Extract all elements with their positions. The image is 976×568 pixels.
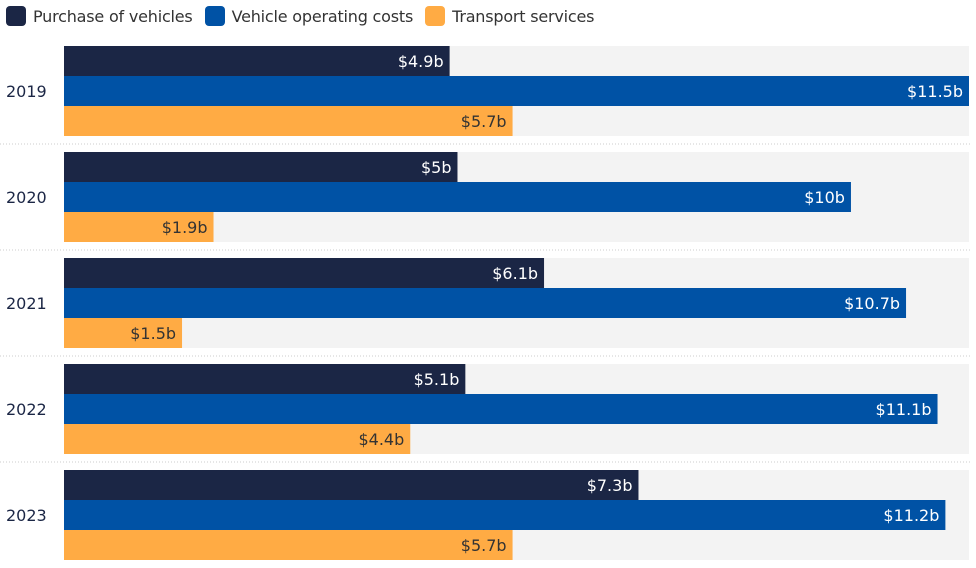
category-label: 2022 [6,400,47,419]
bar-value-label: $6.1b [492,264,538,283]
bar-value-label: $1.5b [130,324,176,343]
bar-vehicle-operating-costs [64,288,907,318]
bar-value-label: $10.7b [844,294,900,313]
bar-vehicle-operating-costs [64,500,946,530]
legend-label: Vehicle operating costs [231,6,414,26]
bar-value-label: $5.7b [461,536,507,555]
legend-item-transport-services[interactable]: Transport services [425,6,595,26]
category-label: 2019 [6,82,47,101]
bar-value-label: $11.2b [883,506,939,525]
bar-vehicle-operating-costs [64,76,969,106]
bar-group-2022: 2022 $5.1b $11.1b $4.4b [0,364,970,463]
legend-label: Transport services [452,6,595,26]
bar-group-2019: 2019 $4.9b $11.5b $5.7b [0,46,970,145]
bar-transport-services [64,106,513,136]
bar-transport-services [64,318,183,348]
legend-swatch [425,6,446,26]
category-label: 2021 [6,294,47,313]
bar-value-label: $5.1b [414,370,460,389]
bar-value-label: $5.7b [461,112,507,131]
bar-value-label: $11.1b [876,400,932,419]
bar-purchase-of-vehicles [64,258,545,288]
legend-swatch [6,6,26,26]
bar-transport-services [64,530,513,560]
legend-label: Purchase of vehicles [33,6,193,26]
bar-purchase-of-vehicles [64,470,639,500]
bar-group-2021: 2021 $6.1b $10.7b $1.5b [0,258,970,357]
bar-transport-services [64,212,214,242]
bar-value-label: $1.9b [162,218,208,237]
category-label: 2020 [6,188,47,207]
bar-group-2023: 2023 $7.3b $11.2b $5.7b [6,470,969,560]
bar-transport-services [64,424,411,454]
bar-value-label: $5b [421,158,452,177]
bar-purchase-of-vehicles [64,364,466,394]
bar-value-label: $4.9b [398,52,444,71]
bar-group-2020: 2020 $5b $10b $1.9b [0,152,970,251]
category-label: 2023 [6,506,47,525]
bar-vehicle-operating-costs [64,182,851,212]
legend-swatch [204,6,225,26]
bar-value-label: $7.3b [587,476,633,495]
legend-item-vehicle-operating-costs[interactable]: Vehicle operating costs [204,6,414,26]
bar-vehicle-operating-costs [64,394,938,424]
bar-value-label: $10b [804,188,845,207]
bar-value-label: $4.4b [358,430,404,449]
bar-purchase-of-vehicles [64,46,450,76]
bar-value-label: $11.5b [907,82,963,101]
legend-item-purchase-of-vehicles[interactable]: Purchase of vehicles [6,6,193,26]
legend: Purchase of vehicles Vehicle operating c… [6,4,606,28]
bar-purchase-of-vehicles [64,152,458,182]
